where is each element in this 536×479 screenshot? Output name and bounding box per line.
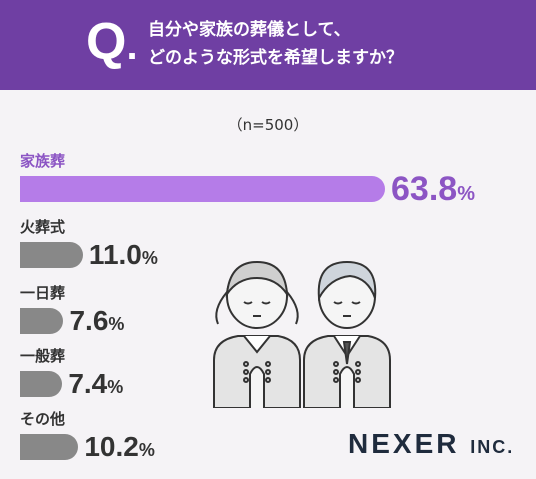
value-number: 10.2 — [84, 431, 139, 462]
value-label: 11.0% — [89, 240, 158, 273]
percent-unit: % — [108, 314, 125, 334]
category-label: 火葬式 — [20, 218, 66, 236]
praying-people-illustration — [213, 260, 391, 408]
value-label: 7.6% — [69, 306, 124, 339]
value-label: 10.2% — [84, 432, 155, 465]
boy-figure — [303, 260, 391, 408]
question-header: Q. 自分や家族の葬儀として、 どのような形式を希望しますか？ — [0, 0, 536, 90]
sample-size-note: （n=500） — [227, 116, 309, 134]
category-label: その他 — [20, 410, 66, 428]
category-label: 一日葬 — [20, 284, 66, 302]
value-number: 7.6 — [69, 305, 109, 336]
nexer-logo: NEXER INC. — [348, 428, 515, 459]
bar — [20, 371, 63, 397]
category-label: 家族葬 — [20, 152, 66, 170]
percent-unit: % — [457, 183, 475, 205]
percent-unit: % — [107, 377, 124, 397]
value-number: 7.4 — [68, 368, 108, 399]
question-line-1: 自分や家族の葬儀として、 — [148, 20, 351, 40]
bar — [20, 242, 83, 268]
question-mark: Q. — [86, 13, 138, 71]
percent-unit: % — [141, 248, 158, 268]
question-text: 自分や家族の葬儀として、 どのような形式を希望しますか？ — [148, 16, 478, 72]
question-line-2: どのような形式を希望しますか？ — [148, 48, 403, 68]
value-number: 11.0 — [88, 239, 142, 270]
bar — [20, 176, 385, 202]
value-number: 63.8 — [391, 170, 458, 208]
bar — [20, 308, 64, 334]
value-label: 7.4% — [68, 369, 123, 402]
category-label: 一般葬 — [20, 347, 66, 365]
bar — [20, 434, 79, 460]
girl-figure — [213, 260, 301, 408]
percent-unit: % — [138, 440, 155, 460]
value-label: 63.8% — [391, 171, 475, 212]
